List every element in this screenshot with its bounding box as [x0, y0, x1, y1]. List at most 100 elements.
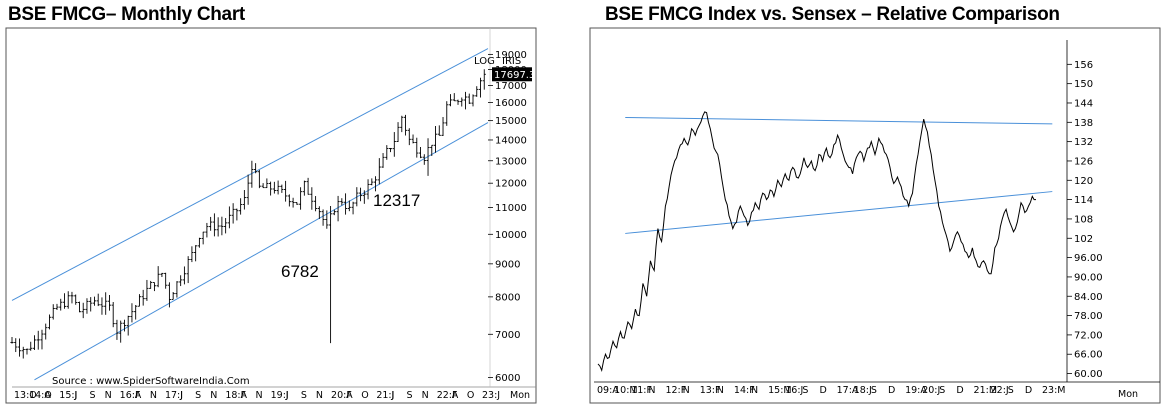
right-y-tick-label: 138	[1074, 118, 1093, 129]
right-y-tick-label: 66.00	[1074, 350, 1103, 361]
ohlc-bar	[418, 147, 423, 159]
ohlc-bar	[107, 295, 112, 311]
left-y-tick-label: 19000	[495, 50, 527, 61]
ohlc-bar	[209, 216, 213, 231]
ohlc-bar	[47, 314, 52, 330]
relative-strength-line	[597, 111, 1036, 372]
ohlc-bar	[122, 319, 127, 332]
ohlc-bar	[164, 272, 168, 289]
right-y-tick-label: 96.00	[1074, 253, 1103, 264]
ohlc-bar	[298, 187, 303, 210]
ohlc-bar	[36, 330, 40, 350]
left-x-tick-label: S	[195, 390, 201, 401]
left-y-tick-label: 10000	[495, 230, 527, 241]
ohlc-bar	[197, 237, 202, 248]
ohlc-bar	[287, 194, 291, 207]
right-x-tick-label: 16:J	[785, 385, 803, 396]
ohlc-bar	[280, 184, 284, 193]
lower-trendline	[625, 191, 1053, 234]
annotation-low-6782: 6782	[281, 262, 319, 281]
ohlc-bar	[317, 206, 321, 219]
ohlc-bar	[336, 195, 340, 222]
right-y-tick-label: 156	[1074, 60, 1093, 71]
ohlc-bar	[385, 145, 389, 160]
ohlc-bar	[104, 292, 108, 315]
left-x-axis-unit: Mon	[510, 390, 530, 401]
left-x-tick-label: J	[179, 390, 183, 401]
ohlc-bar	[400, 115, 404, 133]
right-x-tick-label: S	[1008, 385, 1014, 396]
ohlc-bar	[377, 158, 381, 185]
left-x-tick-label: A	[135, 390, 142, 401]
ohlc-bar	[160, 272, 164, 278]
ohlc-bar	[358, 187, 363, 202]
right-x-tick-label: N	[683, 385, 690, 396]
ohlc-bar	[426, 138, 430, 176]
left-x-tick-label: S	[89, 390, 95, 401]
ohlc-bar	[70, 291, 74, 304]
ohlc-bar	[201, 231, 205, 245]
right-x-tick-label: 17:A	[837, 385, 859, 396]
ohlc-bar	[362, 190, 366, 204]
left-x-tick-label: N	[316, 390, 323, 401]
ohlc-bar	[257, 170, 261, 189]
ohlc-bar	[44, 323, 48, 340]
ohlc-bar	[167, 282, 172, 308]
right-x-tick-label: 22:J	[991, 385, 1009, 396]
left-x-tick-label: 23:J	[482, 390, 500, 401]
ohlc-bar	[137, 294, 142, 307]
left-x-tick-label: O	[361, 390, 368, 401]
ohlc-bar	[212, 213, 216, 237]
ohlc-bar	[272, 181, 276, 194]
right-x-tick-label: 20:J	[922, 385, 940, 396]
left-x-tick-label: 15:J	[59, 390, 77, 401]
ohlc-bar	[310, 187, 314, 210]
left-y-tick-label: 12000	[495, 179, 527, 190]
ohlc-bar	[194, 245, 198, 262]
ohlc-bar	[313, 196, 318, 212]
right-y-tick-label: 132	[1074, 137, 1093, 148]
ohlc-bar	[403, 114, 408, 136]
ohlc-bar	[441, 116, 445, 136]
right-x-axis-unit: Mon	[1118, 389, 1138, 400]
ohlc-bar	[55, 303, 59, 311]
ohlc-bar	[149, 280, 153, 289]
right-y-tick-label: 60.00	[1074, 369, 1103, 380]
left-y-tick-label: 6000	[495, 373, 520, 384]
left-x-tick-label: N	[210, 390, 217, 401]
ohlc-bar	[347, 200, 351, 212]
ohlc-bar	[463, 91, 468, 110]
ohlc-bar	[119, 320, 123, 343]
right-x-tick-label: S	[871, 385, 877, 396]
ohlc-bar	[21, 346, 25, 359]
ohlc-bar	[332, 209, 336, 216]
ohlc-bar	[460, 97, 464, 107]
ohlc-bar	[66, 291, 70, 309]
right-y-tick-label: 150	[1074, 79, 1093, 90]
ohlc-bar	[295, 202, 299, 205]
ohlc-bar	[445, 101, 449, 126]
left-x-tick-label: N	[256, 390, 263, 401]
ohlc-bar	[205, 222, 209, 238]
ohlc-bar	[265, 178, 269, 189]
right-x-tick-label: 11:F	[631, 385, 652, 396]
right-x-tick-label: 10:M	[614, 385, 638, 396]
ohlc-bar	[231, 203, 235, 224]
ohlc-bar	[179, 275, 183, 287]
ohlc-bar	[216, 217, 220, 237]
left-x-tick-label: 18:F	[225, 390, 246, 401]
ohlc-bar	[478, 77, 483, 98]
left-y-tick-label: 11000	[495, 203, 527, 214]
left-x-tick-label: 13:O	[14, 390, 37, 401]
left-x-tick-label: N	[150, 390, 157, 401]
left-x-tick-label: 20:F	[331, 390, 352, 401]
right-y-tick-label: 108	[1074, 214, 1093, 225]
ohlc-bar	[14, 338, 18, 353]
upper-trendline	[625, 116, 1053, 125]
ohlc-bar	[59, 298, 63, 311]
left-chart-frame	[5, 27, 537, 404]
right-y-tick-label: 90.00	[1074, 272, 1103, 283]
ohlc-bar	[32, 335, 37, 351]
ohlc-bar	[246, 174, 250, 205]
